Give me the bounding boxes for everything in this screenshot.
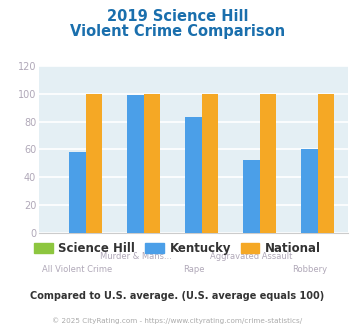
Text: Aggravated Assault: Aggravated Assault	[210, 252, 293, 261]
Text: Rape: Rape	[183, 265, 204, 274]
Text: 2019 Science Hill: 2019 Science Hill	[107, 9, 248, 24]
Legend: Science Hill, Kentucky, National: Science Hill, Kentucky, National	[29, 237, 326, 260]
Text: Robbery: Robbery	[292, 265, 327, 274]
Text: Violent Crime Comparison: Violent Crime Comparison	[70, 24, 285, 39]
Bar	[202, 94, 218, 233]
Bar	[69, 152, 86, 233]
Bar	[127, 95, 143, 233]
Bar	[185, 117, 202, 233]
Text: © 2025 CityRating.com - https://www.cityrating.com/crime-statistics/: © 2025 CityRating.com - https://www.city…	[53, 317, 302, 324]
Text: Compared to U.S. average. (U.S. average equals 100): Compared to U.S. average. (U.S. average …	[31, 291, 324, 301]
Bar	[143, 94, 160, 233]
Bar	[301, 149, 318, 233]
Bar	[244, 160, 260, 233]
Bar	[86, 94, 102, 233]
Bar	[260, 94, 276, 233]
Bar	[318, 94, 334, 233]
Text: All Violent Crime: All Violent Crime	[42, 265, 113, 274]
Text: Murder & Mans...: Murder & Mans...	[99, 252, 171, 261]
